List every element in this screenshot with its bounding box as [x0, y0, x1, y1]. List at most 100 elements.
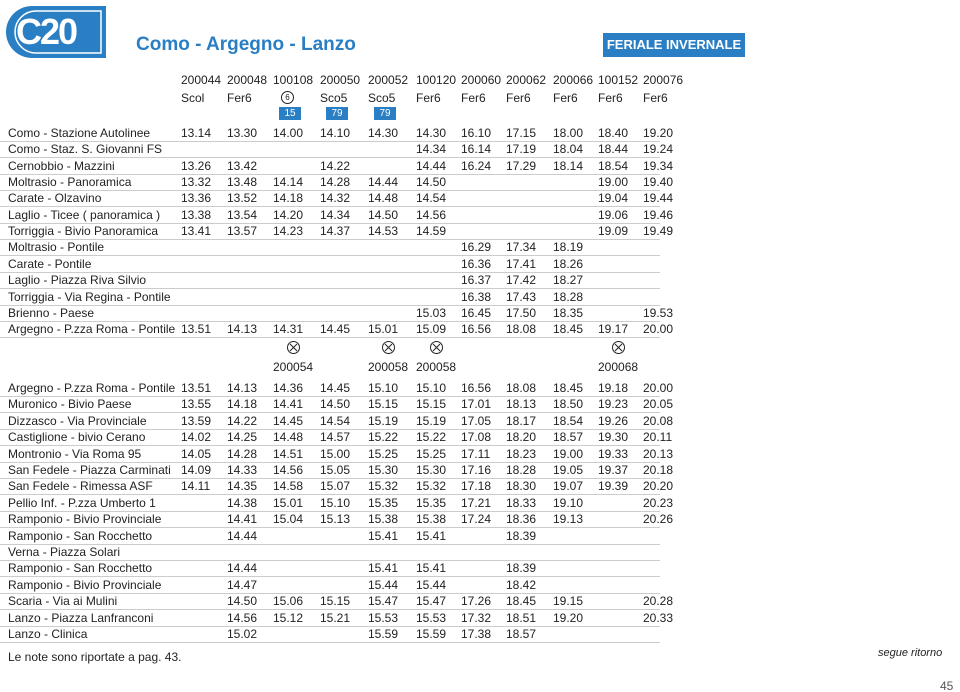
time: 14.33 — [227, 463, 258, 477]
time: 18.23 — [506, 446, 537, 461]
title: Como - Argegno - Lanzo — [136, 34, 356, 55]
trip-type: Fer6 — [506, 91, 531, 105]
time: 18.45 — [506, 594, 537, 609]
time: 14.22 — [320, 158, 351, 173]
time: 18.54 — [553, 413, 584, 428]
trip-note: 15 — [279, 107, 301, 120]
time: 16.24 — [461, 158, 492, 173]
trip-type: Fer6 — [598, 91, 623, 105]
row-separator — [0, 445, 660, 447]
time: 14.56 — [273, 463, 304, 477]
time: 14.56 — [227, 610, 258, 625]
time: 19.30 — [598, 430, 629, 445]
time: 14.56 — [416, 207, 447, 222]
trip-code: 100108 — [273, 73, 314, 87]
time: 15.41 — [368, 528, 399, 543]
time: 18.57 — [506, 627, 537, 641]
time: 15.12 — [273, 610, 304, 625]
stop-name: Carate - Pontile — [8, 256, 92, 271]
time: 13.36 — [181, 191, 212, 206]
trip-code: 200068 — [598, 360, 639, 374]
stop-name: Argegno - P.zza Roma - Pontile — [8, 381, 176, 395]
stop-name: San Fedele - Rimessa ASF — [8, 479, 153, 494]
time: 15.59 — [368, 627, 399, 641]
trip-code: 200054 — [273, 360, 314, 374]
time: 20.26 — [643, 512, 674, 527]
time: 14.31 — [273, 322, 304, 337]
stop-name: Laglio - Ticee ( panoramica ) — [8, 207, 161, 222]
time: 14.48 — [273, 430, 304, 445]
row-separator — [0, 543, 660, 545]
symbol-icon — [382, 341, 395, 354]
time: 19.24 — [643, 142, 674, 157]
time: 17.50 — [506, 305, 537, 320]
time: 20.00 — [643, 381, 674, 395]
trip-code: 200048 — [227, 73, 268, 87]
time: 15.21 — [320, 610, 351, 625]
time: 14.30 — [368, 126, 399, 140]
time: 14.11 — [181, 479, 211, 494]
row-separator — [0, 592, 660, 594]
time: 18.04 — [553, 142, 584, 157]
row-separator — [0, 560, 660, 561]
stop-name: Dizzasco - Via Provinciale — [8, 413, 147, 428]
time: 19.09 — [598, 224, 629, 239]
stop-name: Carate - Olzavino — [8, 191, 102, 206]
time: 19.20 — [643, 126, 674, 140]
time: 14.36 — [273, 381, 304, 395]
time: 20.13 — [643, 446, 674, 461]
time: 16.56 — [461, 322, 492, 337]
time: 14.13 — [227, 381, 258, 395]
time: 18.14 — [553, 158, 584, 173]
time: 14.58 — [273, 479, 304, 494]
stop-name: Argegno - P.zza Roma - Pontile — [8, 322, 176, 337]
time: 18.45 — [553, 322, 584, 337]
time: 14.10 — [320, 126, 351, 140]
time: 14.23 — [273, 224, 304, 239]
time: 14.41 — [227, 512, 258, 527]
time: 18.26 — [553, 256, 584, 271]
time: 15.01 — [273, 495, 304, 510]
time: 14.54 — [320, 413, 351, 428]
stop-name: Lanzo - Piazza Lanfranconi — [8, 610, 154, 625]
time: 15.41 — [416, 528, 447, 543]
time: 18.39 — [506, 561, 537, 576]
time: 15.15 — [320, 594, 351, 609]
time: 15.41 — [416, 561, 447, 576]
time: 14.13 — [227, 322, 258, 337]
time: 17.38 — [461, 627, 492, 641]
time: 18.51 — [506, 610, 537, 625]
time: 17.16 — [461, 463, 492, 477]
time: 16.36 — [461, 256, 492, 271]
time: 13.52 — [227, 191, 258, 206]
time: 19.39 — [598, 479, 629, 494]
time: 15.47 — [416, 594, 447, 609]
row-separator — [0, 527, 660, 529]
trip-code: 200066 — [553, 73, 594, 87]
time: 18.45 — [553, 381, 584, 395]
time: 14.47 — [227, 577, 258, 592]
symbol-icon — [287, 341, 300, 354]
time: 15.15 — [416, 397, 447, 412]
time: 19.04 — [598, 191, 629, 206]
time: 15.06 — [273, 594, 304, 609]
row-separator — [0, 304, 660, 306]
trip-type: Fer6 — [643, 91, 668, 105]
stop-name: Verna - Piazza Solari — [8, 545, 121, 559]
time: 18.08 — [506, 381, 537, 395]
stop-name: San Fedele - Piazza Carminati — [8, 463, 171, 477]
time: 18.57 — [553, 430, 584, 445]
stop-name: Laglio - Piazza Riva Silvio — [8, 273, 147, 288]
stop-name: Moltrasio - Pontile — [8, 240, 105, 255]
row-separator — [0, 157, 660, 159]
row-separator — [0, 337, 660, 339]
time: 14.45 — [320, 381, 351, 395]
time: 14.44 — [227, 561, 258, 576]
trip-type: Sco5 — [320, 91, 348, 105]
time: 20.28 — [643, 594, 674, 609]
trip-type-icon: 6 — [281, 91, 294, 104]
footer-note: Le note sono riportate a pag. 43. — [8, 650, 182, 664]
time: 18.28 — [506, 463, 537, 477]
time: 20.20 — [643, 479, 674, 494]
time: 15.04 — [273, 512, 304, 527]
